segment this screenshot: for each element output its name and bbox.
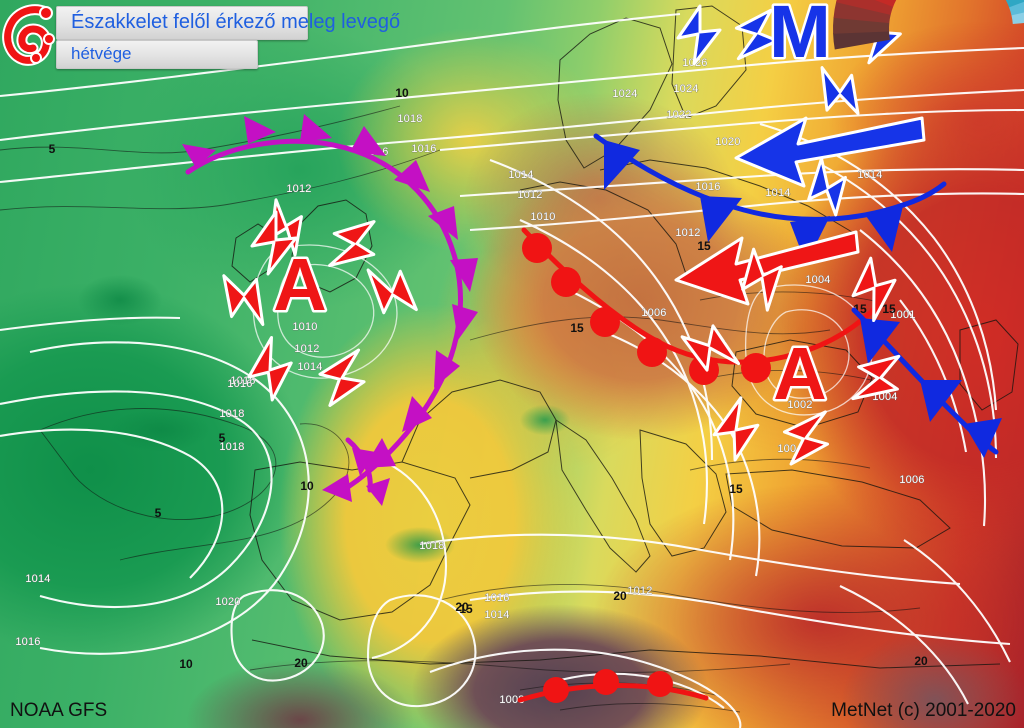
isobar-label: 1018 [219,441,244,453]
temperature-contour-label: 20 [294,656,308,670]
temperature-contour-label: 5 [49,142,56,156]
temperature-contour-label: 15 [882,302,896,316]
high-pressure-letter-scandinavia: M [769,0,831,73]
isobar-label: 1020 [215,596,240,608]
isobar-label: 1012 [294,343,319,355]
copyright-credit: MetNet (c) 2001-2020 [831,700,1016,721]
colour-wheel-band [1009,1,1024,16]
isobar-label: 1018 [219,408,244,420]
isobar-label: 1010 [292,321,317,333]
isobar-label: 1016 [15,636,40,648]
temperature-contour-label: 15 [697,239,711,253]
isobar-label: 1022 [666,109,691,121]
temperature-contour-label: 20 [613,589,627,603]
temperature-contour-label: 5 [219,431,226,445]
temperature-contour-label: 10 [300,479,314,493]
isobar-label: 1016 [484,592,509,604]
warm-front-secondary [517,669,709,703]
model-credit: NOAA GFS [10,700,108,721]
colour-wheel-band [833,1,891,24]
isobar-label: 1016 [227,378,252,390]
isobar-label: 1006 [899,474,924,486]
isobar-label: 1014 [857,169,882,181]
isobar-label: 1014 [765,187,790,199]
isobar-label: 1008 [499,694,524,706]
low-pressure-letter-atlantic: A [273,243,326,326]
cold-front-baltic [593,133,947,264]
temperature-contour-label: 10 [179,657,193,671]
temperature-contour-label: 20 [455,600,469,614]
page-subtitle: hétvége [56,40,258,69]
isobar-label: 1014 [508,169,533,181]
temperature-contour-label: 20 [914,654,928,668]
isobar-label: 1024 [673,83,698,95]
colour-wheel-bands [833,0,1024,50]
isobar-label: 1004 [805,274,830,286]
isobar-label: 1018 [397,113,422,125]
temperature-contour-label: 15 [729,482,743,496]
isobar-label: 1024 [612,88,637,100]
colour-wheel-band [874,0,897,7]
temperature-contour-label: 15 [570,321,584,335]
isobar-label: 1020 [715,136,740,148]
isobar-label: 1010 [530,211,555,223]
isobar-label: 1016 [695,181,720,193]
flow-arrows-atlantic-low [222,198,418,408]
flow-arrows-blacksea-low [680,247,901,466]
occluded-front [182,114,478,506]
colour-wheel-band [1011,12,1024,24]
isobar-label: 1012 [675,227,700,239]
isobar-label: 1001 [890,309,915,321]
colour-wheel-band [836,0,894,15]
isobar-label: 1014 [484,609,509,621]
flow-arrows-scandinavian-high [676,4,926,217]
isobar-label: 1012 [627,585,652,597]
isobar-label: 1012 [286,183,311,195]
page-title: Északkelet felől érkező meleg levegő [56,6,400,40]
cyclone-spiral-logo-icon [2,4,55,66]
cold-front-caucasus [851,307,1002,458]
temperature-contour-label: 5 [155,506,162,520]
isobar-label: 1002 [787,399,812,411]
isobar-label: 1012 [517,189,542,201]
isobar-label: 1006 [641,307,666,319]
isobar-label: 1014 [297,361,322,373]
isobar-label: 1014 [25,573,50,585]
colour-wheel-band [833,17,890,34]
title-plate: Északkelet felől érkező meleg levegő hét… [56,6,400,69]
warm-advection-arrow [674,230,860,306]
colour-wheel-band [1005,0,1024,8]
temperature-contour-label: 10 [395,86,409,100]
colour-wheel-band [833,31,890,50]
temperature-contour-label-group: 5551010101515151515151520202020 [49,86,928,671]
temperature-colour-wheel-legend: 35302520151050-5-10-15-20-25-30-35 [833,0,1024,50]
temperature-contour-label: 15 [459,602,473,616]
isobar-label: 1018 [419,540,444,552]
low-pressure-letter-blacksea: A [773,332,826,415]
isobar-label: 1016 [411,143,436,155]
warm-front-main [521,227,889,385]
